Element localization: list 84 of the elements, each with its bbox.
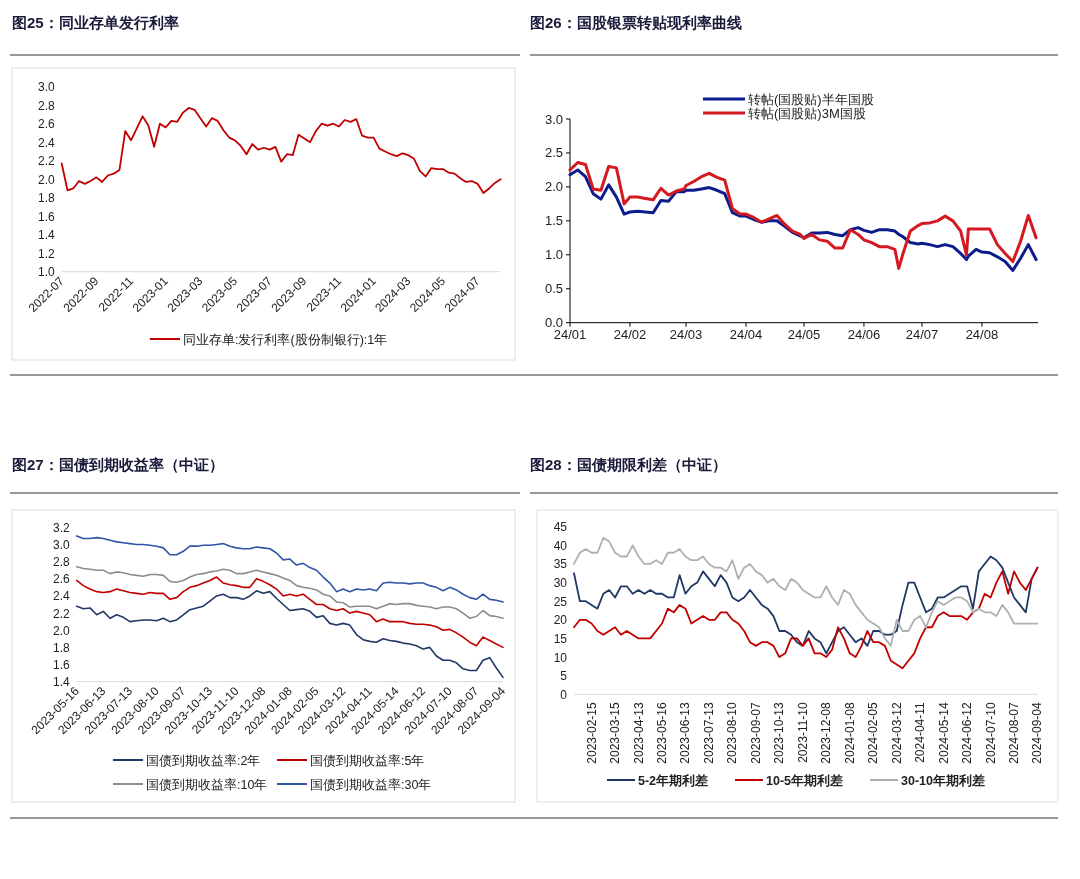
y-tick-label: 40 (553, 538, 568, 553)
y-tick-label: 1.6 (38, 209, 56, 224)
line-series (75, 535, 504, 603)
x-tick-label: 2023-08-10 (725, 701, 740, 764)
x-tick-label: 2023-04-13 (631, 701, 646, 764)
x-tick-label: 2023-07-13 (701, 701, 716, 764)
y-tick-label: 2.0 (38, 172, 56, 187)
x-tick-label: 2023-11-10 (795, 701, 810, 763)
line-series (75, 589, 504, 679)
y-tick-label: 1.6 (53, 658, 71, 673)
chart-title: 图26：国股银票转贴现利率曲线 (530, 14, 742, 31)
y-tick-label: 3.0 (544, 111, 563, 127)
y-tick-label: 1.8 (38, 191, 56, 206)
y-tick-label: 10 (553, 650, 568, 665)
y-tick-label: 20 (553, 613, 568, 628)
chart-title: 图28：国债期限利差（中证） (530, 456, 727, 473)
line-series (573, 536, 1039, 647)
x-tick-label: 2024-01-08 (842, 701, 857, 764)
x-tick-label: 2024-02-05 (866, 701, 881, 764)
y-tick-label: 2.6 (53, 572, 71, 587)
x-tick-label: 2023-06-13 (678, 701, 693, 764)
x-tick-label: 2024-03-12 (889, 701, 904, 764)
legend-label: 国债到期收益率:5年 (310, 752, 425, 768)
x-tick-label: 24/07 (905, 326, 939, 342)
x-tick-label: 24/02 (613, 326, 647, 342)
y-tick-label: 45 (553, 520, 568, 535)
x-tick-label: 2024-08-07 (1007, 701, 1022, 764)
x-tick-label: 24/08 (965, 326, 999, 342)
x-tick-label: 24/06 (847, 326, 881, 342)
y-tick-label: 2.8 (38, 98, 56, 113)
line-series (75, 565, 504, 620)
legend-label: 国债到期收益率:10年 (146, 776, 268, 792)
y-tick-label: 1.8 (53, 640, 71, 655)
chart-title: 图27：国债到期收益率（中证） (12, 456, 224, 473)
x-tick-label: 24/03 (669, 326, 703, 342)
y-tick-label: 2.5 (544, 145, 563, 161)
line-series (75, 576, 504, 649)
y-tick-label: 3.0 (38, 80, 56, 95)
y-tick-label: 1.2 (38, 246, 56, 261)
y-tick-label: 35 (553, 557, 568, 572)
y-tick-label: 2.2 (38, 154, 56, 169)
y-tick-label: 0 (560, 687, 568, 702)
x-tick-label: 2023-02-15 (584, 701, 599, 764)
y-tick-label: 1.4 (53, 675, 71, 690)
y-tick-label: 1.5 (544, 213, 563, 229)
y-tick-label: 2.2 (53, 606, 71, 621)
y-tick-label: 3.0 (53, 537, 71, 552)
x-tick-label: 2023-05-16 (655, 701, 670, 764)
y-tick-label: 1.0 (38, 265, 56, 280)
x-tick-label: 24/04 (729, 326, 763, 342)
line-series (60, 107, 502, 194)
y-tick-label: 2.0 (544, 179, 563, 195)
x-tick-label: 2024-04-11 (913, 701, 928, 763)
x-tick-label: 2024-07-10 (983, 701, 998, 764)
y-tick-label: 30 (553, 576, 568, 591)
x-tick-label: 2024-05-14 (936, 701, 951, 764)
legend-label: 国债到期收益率:30年 (310, 776, 432, 792)
x-tick-label: 2023-12-08 (819, 701, 834, 764)
x-tick-label: 2023-10-13 (772, 701, 787, 764)
y-tick-label: 15 (553, 631, 568, 646)
x-tick-label: 24/05 (787, 326, 821, 342)
y-tick-label: 2.4 (38, 135, 56, 150)
y-tick-label: 1.4 (38, 228, 56, 243)
legend-label: 30-10年期利差 (901, 772, 985, 788)
y-tick-label: 0.5 (544, 281, 563, 297)
legend-label: 5-2年期利差 (638, 772, 709, 788)
y-tick-label: 3.2 (53, 520, 71, 535)
y-tick-label: 25 (553, 594, 568, 609)
y-tick-label: 1.0 (544, 247, 563, 263)
x-tick-label: 2024-09-04 (1030, 701, 1045, 764)
chart-title: 图25：同业存单发行利率 (12, 14, 179, 31)
legend-label: 同业存单:发行利率(股份制银行):1年 (183, 331, 388, 347)
y-tick-label: 5 (560, 669, 568, 684)
legend-label: 国债到期收益率:2年 (146, 752, 261, 768)
legend-label: 10-5年期利差 (766, 772, 844, 788)
x-tick-label: 2023-03-15 (608, 701, 623, 764)
legend-label: 转帖(国股贴)半年国股 (748, 91, 874, 107)
y-tick-label: 2.4 (53, 589, 71, 604)
x-tick-label: 2024-06-12 (960, 701, 975, 764)
y-tick-label: 2.6 (38, 117, 56, 132)
y-tick-label: 2.8 (53, 555, 71, 570)
x-tick-label: 2023-09-07 (748, 701, 763, 764)
line-series (573, 566, 1039, 670)
y-tick-label: 2.0 (53, 623, 71, 638)
